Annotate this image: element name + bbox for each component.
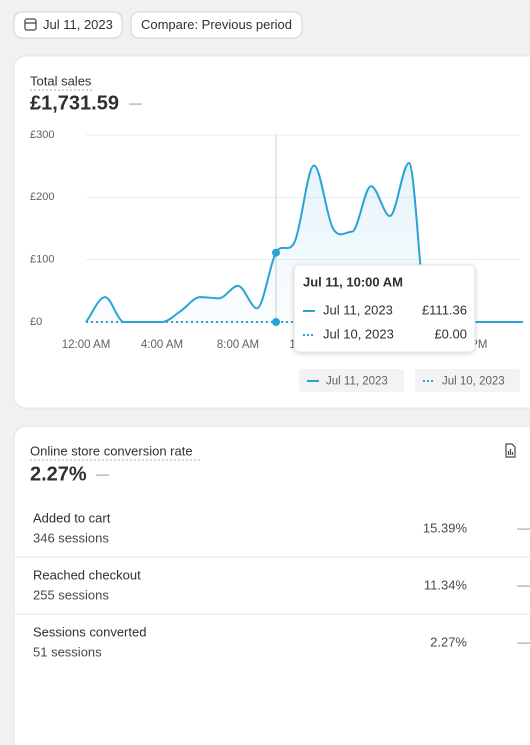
sales-value: £1,731.59 bbox=[30, 92, 119, 114]
row-trend: — bbox=[517, 577, 530, 592]
hover-point bbox=[272, 248, 280, 257]
y-tick-label: £0 bbox=[30, 316, 42, 328]
compare-button[interactable] bbox=[130, 11, 303, 39]
hover-point bbox=[272, 318, 280, 326]
date-label: Jul 11, 2023 bbox=[43, 17, 113, 32]
sales-title: Total sales bbox=[30, 73, 92, 88]
row-sessions: 51 sessions bbox=[33, 644, 102, 659]
tooltip bbox=[293, 264, 476, 353]
legend-item[interactable] bbox=[415, 369, 520, 392]
row-rate: 15.39% bbox=[423, 520, 468, 535]
x-tick-label: 4:00 AM bbox=[141, 339, 183, 351]
row-label: Added to cart bbox=[33, 510, 111, 525]
row-rate: 11.34% bbox=[424, 577, 468, 592]
conversion-rows: Added to cart 346 sessions 15.39% — Reached … bbox=[14, 510, 530, 659]
export-icon[interactable] bbox=[505, 443, 516, 458]
tooltip-value: £111.36 bbox=[422, 302, 467, 317]
conversion-trend: — bbox=[96, 466, 109, 481]
row-sessions: 255 sessions bbox=[33, 587, 109, 602]
legend-label: Jul 10, 2023 bbox=[442, 376, 505, 388]
conversion-title: Online store conversion rate bbox=[30, 443, 193, 458]
x-tick-label: 8:00 AM bbox=[217, 339, 259, 351]
legend-item[interactable] bbox=[299, 369, 404, 392]
tooltip-series: Jul 10, 2023 bbox=[323, 326, 394, 341]
calendar-icon bbox=[24, 18, 37, 31]
tooltip-series: Jul 11, 2023 bbox=[323, 302, 393, 317]
row-trend: — bbox=[517, 520, 530, 535]
conversion-value: 2.27% bbox=[30, 463, 87, 485]
row-trend: — bbox=[517, 634, 530, 649]
row-sessions: 346 sessions bbox=[33, 530, 109, 545]
row-label: Reached checkout bbox=[33, 567, 141, 582]
row-label: Sessions converted bbox=[33, 624, 146, 639]
x-tick-label: 12:00 AM bbox=[62, 339, 111, 351]
tooltip-value: £0.00 bbox=[434, 326, 467, 341]
y-tick-label: £200 bbox=[30, 191, 54, 203]
row-rate: 2.27% bbox=[430, 634, 467, 649]
conversion-card bbox=[13, 425, 530, 745]
date-button[interactable] bbox=[13, 11, 123, 39]
compare-label: Compare: Previous period bbox=[141, 17, 292, 32]
sales-trend: — bbox=[129, 95, 142, 110]
tooltip-title: Jul 11, 10:00 AM bbox=[303, 274, 403, 289]
legend-label: Jul 11, 2023 bbox=[326, 376, 388, 388]
y-tick-label: £100 bbox=[30, 254, 54, 266]
y-tick-label: £300 bbox=[30, 129, 54, 141]
